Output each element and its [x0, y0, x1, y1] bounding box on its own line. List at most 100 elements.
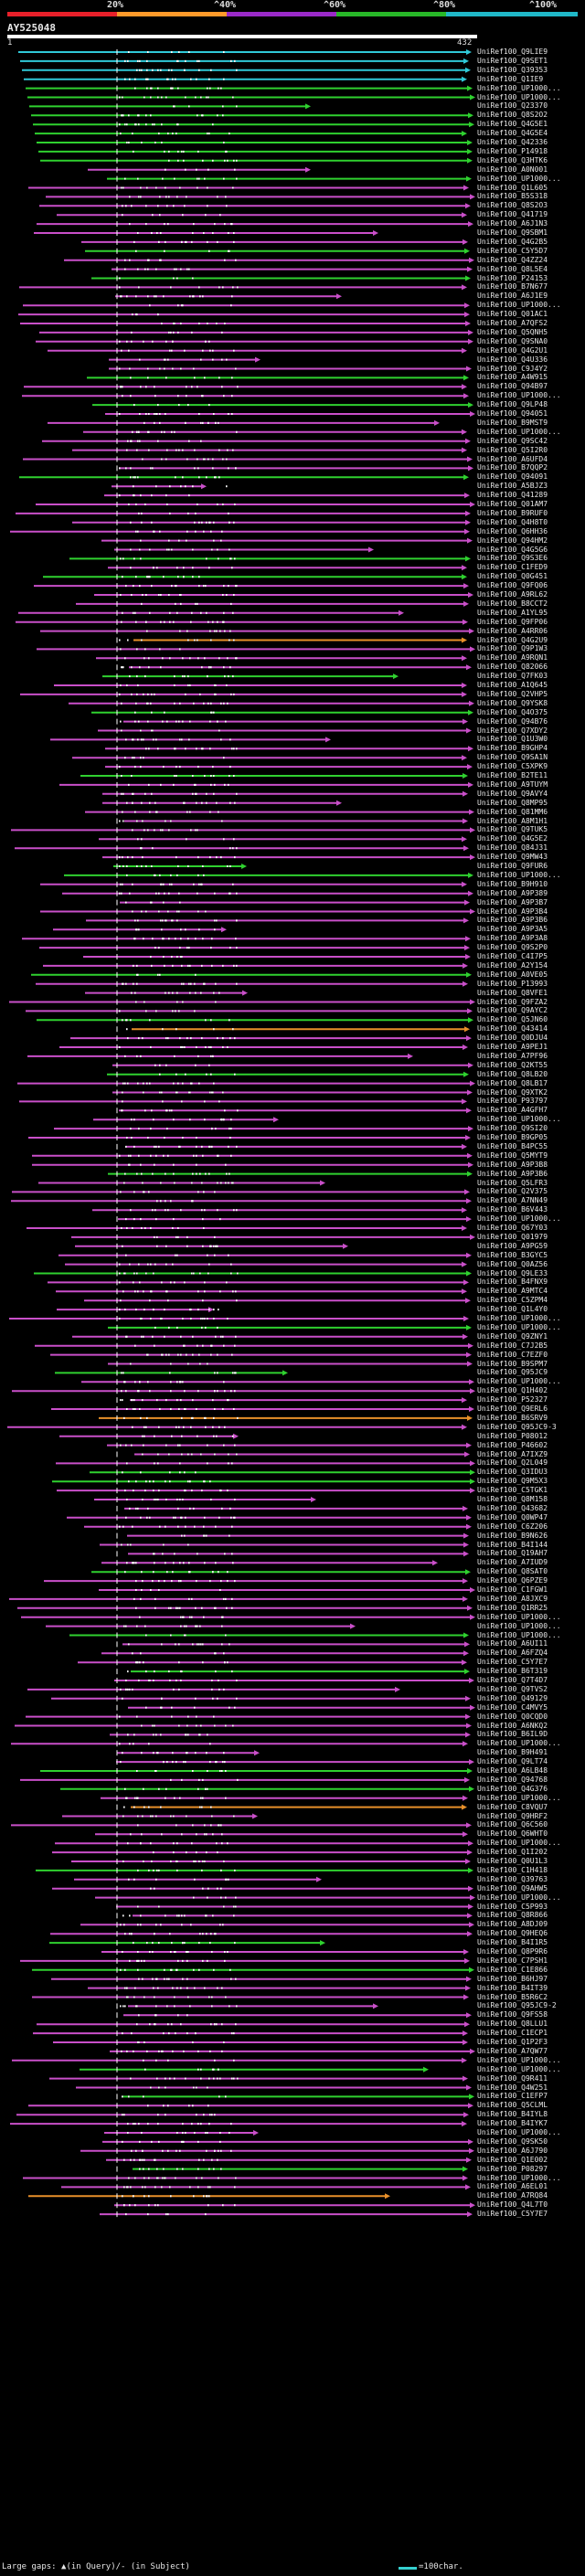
- hit-label[interactable]: UniRef100_Q4G5E1: [477, 120, 548, 129]
- hit-label[interactable]: UniRef100_Q4L7T0: [477, 2200, 548, 2210]
- hit-label[interactable]: UniRef100_UP1000...: [477, 83, 561, 92]
- hit-label[interactable]: UniRef100_Q9YSK8: [477, 698, 548, 707]
- hit-label[interactable]: UniRef100_UP1000...: [477, 391, 561, 400]
- hit-label[interactable]: UniRef100_A6LB48: [477, 1766, 548, 1775]
- hit-label[interactable]: UniRef100_Q5I2R0: [477, 445, 548, 454]
- hit-label[interactable]: UniRef100_UP1000...: [477, 870, 561, 879]
- hit-label[interactable]: UniRef100_Q6C560: [477, 1820, 548, 1829]
- hit-label[interactable]: UniRef100_P93797: [477, 1097, 548, 1106]
- hit-label[interactable]: UniRef100_A4RR06: [477, 626, 548, 635]
- hit-label[interactable]: UniRef100_A9P3A8: [477, 934, 548, 943]
- hit-label[interactable]: UniRef100_C5Y5D7: [477, 246, 548, 255]
- hit-label[interactable]: UniRef100_Q94HM2: [477, 535, 548, 545]
- hit-label[interactable]: UniRef100_B9N626: [477, 1531, 548, 1540]
- hit-label[interactable]: UniRef100_Q0G451: [477, 572, 548, 581]
- hit-label[interactable]: UniRef100_A9P389: [477, 888, 548, 897]
- hit-label[interactable]: UniRef100_P14918: [477, 146, 548, 155]
- hit-label[interactable]: UniRef100_B3GYC5: [477, 1250, 548, 1259]
- hit-label[interactable]: UniRef100_Q39763: [477, 1874, 548, 1883]
- hit-label[interactable]: UniRef100_Q9LE33: [477, 1268, 548, 1277]
- hit-label[interactable]: UniRef100_Q1IE9: [477, 74, 544, 83]
- hit-label[interactable]: UniRef100_Q4G376: [477, 1784, 548, 1793]
- hit-label[interactable]: UniRef100_Q95JC9: [477, 1368, 548, 1377]
- hit-label[interactable]: UniRef100_A9P3B7: [477, 897, 548, 906]
- hit-label[interactable]: UniRef100_A9RL62: [477, 590, 548, 599]
- hit-label[interactable]: UniRef100_A5BJZ3: [477, 482, 548, 491]
- hit-label[interactable]: UniRef100_Q95JC9-2: [477, 2001, 557, 2010]
- hit-label[interactable]: UniRef100_Q1RR25: [477, 1603, 548, 1612]
- hit-label[interactable]: UniRef100_B9SPM7: [477, 1359, 548, 1368]
- hit-label[interactable]: UniRef100_Q5JN60: [477, 1015, 548, 1024]
- hit-label[interactable]: UniRef100_Q1L4Y0: [477, 1305, 548, 1314]
- hit-label[interactable]: UniRef100_B4I1R5: [477, 1938, 548, 1947]
- hit-label[interactable]: UniRef100_B9H910: [477, 879, 548, 888]
- hit-label[interactable]: UniRef100_A6FZQ4: [477, 1648, 548, 1658]
- hit-label[interactable]: UniRef100_Q49129: [477, 1693, 548, 1702]
- hit-label[interactable]: UniRef100_Q23370: [477, 101, 548, 111]
- hit-label[interactable]: UniRef100_UP1000...: [477, 2064, 561, 2073]
- hit-label[interactable]: UniRef100_Q2V375: [477, 1187, 548, 1196]
- hit-label[interactable]: UniRef100_B5R6C2: [477, 1992, 548, 2001]
- hit-label[interactable]: UniRef100_Q9LP48: [477, 400, 548, 409]
- hit-label[interactable]: UniRef100_Q9FZA2: [477, 997, 548, 1006]
- hit-label[interactable]: UniRef100_Q01979: [477, 1232, 548, 1241]
- hit-label[interactable]: UniRef100_UP1000...: [477, 1314, 561, 1322]
- hit-label[interactable]: UniRef100_B4IYK7: [477, 2119, 548, 2128]
- hit-label[interactable]: UniRef100_B8CCT2: [477, 599, 548, 608]
- hit-label[interactable]: UniRef100_A0VE05: [477, 970, 548, 979]
- hit-label[interactable]: UniRef100_C4I7P5: [477, 952, 548, 960]
- hit-label[interactable]: UniRef100_B6IL9D: [477, 1730, 548, 1739]
- hit-label[interactable]: UniRef100_Q5CLML: [477, 2101, 548, 2110]
- hit-label[interactable]: UniRef100_A6EL01: [477, 2182, 548, 2191]
- hit-label[interactable]: UniRef100_C1ECP1: [477, 2029, 548, 2038]
- hit-label[interactable]: UniRef100_UP1000...: [477, 1612, 561, 1621]
- hit-label[interactable]: UniRef100_A9P3B8: [477, 1160, 548, 1169]
- hit-label[interactable]: UniRef100_A7RQ84: [477, 2191, 548, 2200]
- hit-label[interactable]: UniRef100_B7QQP2: [477, 463, 548, 472]
- hit-label[interactable]: UniRef100_B9GP05: [477, 1133, 548, 1141]
- hit-label[interactable]: UniRef100_C5XPK9: [477, 762, 548, 771]
- hit-label[interactable]: UniRef100_Q94768: [477, 1775, 548, 1784]
- hit-label[interactable]: UniRef100_Q8R866: [477, 1911, 548, 1920]
- hit-label[interactable]: UniRef100_B5S318: [477, 192, 548, 201]
- hit-label[interactable]: UniRef100_A7PF96: [477, 1051, 548, 1060]
- hit-label[interactable]: UniRef100_Q8S2O3: [477, 201, 548, 210]
- hit-label[interactable]: UniRef100_Q42336: [477, 138, 548, 146]
- hit-label[interactable]: UniRef100_Q4G5G6: [477, 545, 548, 554]
- hit-label[interactable]: UniRef100_UP1000...: [477, 1739, 561, 1748]
- hit-label[interactable]: UniRef100_B9GHP4: [477, 744, 548, 753]
- hit-label[interactable]: UniRef100_B9MST9: [477, 418, 548, 427]
- hit-label[interactable]: UniRef100_A6UFD4: [477, 454, 548, 463]
- hit-label[interactable]: UniRef100_Q01AM7: [477, 500, 548, 508]
- hit-label[interactable]: UniRef100_P13993: [477, 979, 548, 988]
- hit-label[interactable]: UniRef100_B4FNX9: [477, 1277, 548, 1287]
- hit-label[interactable]: UniRef100_C1EFP7: [477, 2092, 548, 2101]
- hit-label[interactable]: UniRef100_Q9TVS2: [477, 1684, 548, 1693]
- hit-label[interactable]: UniRef100_A9P3B4: [477, 906, 548, 916]
- hit-label[interactable]: UniRef100_P24153: [477, 273, 548, 282]
- hit-label[interactable]: UniRef100_A7IXZ9: [477, 1449, 548, 1458]
- hit-label[interactable]: UniRef100_Q6HH36: [477, 526, 548, 535]
- hit-label[interactable]: UniRef100_Q19AH7: [477, 1549, 548, 1558]
- hit-label[interactable]: UniRef100_UP1000...: [477, 1115, 561, 1124]
- hit-label[interactable]: UniRef100_A6NKQ2: [477, 1721, 548, 1730]
- hit-label[interactable]: UniRef100_UP1000...: [477, 2128, 561, 2136]
- hit-label[interactable]: UniRef100_B4I144: [477, 1540, 548, 1549]
- hit-label[interactable]: UniRef100_C5Y7E7: [477, 1658, 548, 1667]
- hit-label[interactable]: UniRef100_A8M1H1: [477, 816, 548, 825]
- hit-label[interactable]: UniRef100_P46602: [477, 1440, 548, 1449]
- hit-label[interactable]: UniRef100_A9P3A5: [477, 925, 548, 934]
- hit-label[interactable]: UniRef100_Q9TUK5: [477, 825, 548, 834]
- hit-label[interactable]: UniRef100_A0N001: [477, 164, 548, 174]
- hit-label[interactable]: UniRef100_Q8S2O2: [477, 111, 548, 120]
- hit-label[interactable]: UniRef100_Q0WP47: [477, 1512, 548, 1521]
- hit-label[interactable]: UniRef100_Q8P9R6: [477, 1947, 548, 1956]
- hit-label[interactable]: UniRef100_UP1000...: [477, 1214, 561, 1224]
- hit-label[interactable]: UniRef100_B4PC55: [477, 1141, 548, 1150]
- hit-label[interactable]: UniRef100_P08297: [477, 2164, 548, 2173]
- hit-label[interactable]: UniRef100_C5Y7E7: [477, 2210, 548, 2219]
- hit-label[interactable]: UniRef100_C9J4Y2: [477, 364, 548, 373]
- hit-label[interactable]: UniRef100_Q3IDU3: [477, 1468, 548, 1477]
- hit-label[interactable]: UniRef100_A9MTC4: [477, 1287, 548, 1296]
- hit-label[interactable]: UniRef100_Q1P2F3: [477, 2038, 548, 2046]
